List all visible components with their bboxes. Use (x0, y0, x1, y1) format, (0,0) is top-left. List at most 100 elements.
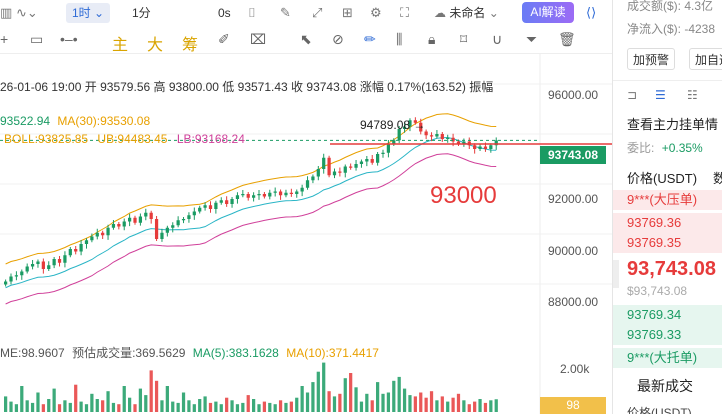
bid-row[interactable]: 93769.34 (613, 305, 722, 325)
candle (165, 227, 169, 233)
volume-bar (252, 399, 256, 412)
volume-ma5: MA(5):383.1628 (192, 346, 279, 360)
ma-info: 93522.94 MA(30):93530.08 (0, 114, 150, 128)
pencil-icon[interactable]: ✎ (280, 5, 291, 20)
candle-type-icon[interactable]: ▥ (0, 5, 13, 20)
fullscreen-icon[interactable]: ⛶ (400, 5, 410, 20)
pin-icon[interactable]: ⊐ (627, 88, 638, 102)
candle (402, 126, 407, 129)
candle (74, 249, 78, 252)
close-label: 收 (291, 80, 304, 94)
interval-selector[interactable]: 1时 ⌄ (66, 3, 111, 23)
filter-icon[interactable]: ⏷ (526, 31, 538, 47)
bid-row[interactable]: 93769.33 (613, 325, 722, 345)
volume-bar (370, 400, 374, 412)
volume-bar (429, 391, 434, 412)
volume-bar (230, 400, 234, 412)
candle (225, 200, 229, 204)
brush-icon[interactable]: ✏ (364, 31, 376, 47)
add-watchlist-button[interactable]: 加自选 (689, 48, 722, 70)
candle (278, 191, 283, 196)
ai-interpret-button[interactable]: AI解读 (522, 2, 574, 23)
candle (187, 215, 191, 219)
clear-icon[interactable]: ⌧ (250, 31, 267, 47)
list-icon[interactable]: ☰ (655, 88, 666, 102)
right-sidebar: 成交额($): 4.3亿 净流入($): -4238 加预警 加自选 ⊐ ☰ ☷… (612, 0, 722, 414)
volume-bar (235, 404, 240, 412)
volume-bar (192, 404, 196, 412)
ask-row[interactable]: 93769.35 (613, 233, 722, 253)
volume-bar (36, 392, 40, 412)
layout-selector[interactable]: ☁ 未命名 ⌄ (434, 3, 499, 23)
price-axis-label-3: 88000.00 (548, 295, 599, 309)
candle (149, 212, 153, 219)
chart-area[interactable]: 26-01-06 19:00 开 93579.56 高 93800.00 低 9… (0, 54, 612, 414)
volume-value: ME:98.9607 (0, 346, 65, 360)
bars-icon[interactable]: ⊞ (342, 5, 353, 20)
interval-1m-button[interactable]: 1分 (132, 6, 151, 20)
dot-line-icon[interactable]: •–• (60, 31, 78, 47)
cursor-icon[interactable]: ⬉ (300, 31, 312, 47)
candle (230, 199, 234, 204)
rectangle-icon[interactable]: ▭ (30, 31, 44, 47)
share-icon[interactable]: ⟨⟩ (586, 5, 597, 20)
lock-icon[interactable]: 🔒︎ (428, 31, 436, 47)
candle (365, 159, 369, 162)
collapse-handle[interactable] (613, 260, 619, 288)
ask-row[interactable]: 93769.36 (613, 213, 722, 233)
price-chart[interactable] (0, 54, 612, 414)
volume-bar (241, 402, 245, 412)
expand-icon[interactable]: ⤢ (312, 5, 323, 20)
big-bid-row[interactable]: 9***(大托单) (613, 348, 722, 368)
candle (300, 187, 304, 192)
candle (327, 157, 331, 176)
trash-icon[interactable]: 🗑︎ (558, 31, 576, 47)
price-column-header: 价格(USDT) (627, 171, 698, 186)
list-alt-icon[interactable]: ☷ (687, 88, 698, 102)
big-order-button[interactable]: 大 (147, 37, 164, 54)
volume-bar (456, 393, 461, 412)
volume-bar (219, 404, 223, 412)
chips-button[interactable]: 筹 (182, 37, 199, 54)
open-label: 开 (84, 80, 97, 94)
volume-bar (354, 387, 358, 412)
screenshot-icon[interactable]: ⌑ (460, 31, 468, 47)
high-value: 93800.00 (168, 80, 219, 94)
plus-icon[interactable]: + (0, 31, 9, 47)
candle (4, 281, 8, 285)
candle (133, 217, 137, 223)
view-main-orders-link[interactable]: 查看主力挂单情 (627, 117, 719, 132)
last-price: 93,743.08 (627, 258, 716, 280)
candle (295, 191, 299, 194)
volume-bar (25, 400, 29, 412)
camera-icon[interactable]: ⌷ (248, 5, 256, 20)
line-chart-icon[interactable]: ∿⌄ (16, 5, 38, 20)
current-volume-tag: 98 (540, 397, 606, 414)
candle (128, 217, 132, 222)
volume-bar (101, 400, 105, 412)
candle (370, 159, 374, 163)
candle (305, 180, 310, 188)
trade-price-header: 价格(USDT) (627, 406, 692, 414)
candle (235, 195, 240, 199)
candle (456, 141, 461, 144)
volume-bar (111, 402, 116, 412)
high-label: 高 (153, 80, 166, 94)
magnet-icon[interactable]: ∪ (492, 31, 503, 47)
candle (424, 131, 428, 136)
ma-line (5, 136, 497, 289)
volume-bar (473, 401, 477, 412)
gear-icon[interactable]: ⚙ (370, 5, 382, 20)
volume-bar (52, 388, 56, 412)
recent-trades-tab[interactable]: 最新成交 (637, 378, 693, 394)
ruler-icon[interactable]: ⊘ (332, 31, 344, 47)
add-alert-button[interactable]: 加预警 (627, 48, 676, 70)
main-force-button[interactable]: 主 (112, 37, 129, 54)
candle (419, 122, 423, 132)
candles-icon[interactable]: ⫼ (396, 31, 403, 47)
candle (160, 232, 164, 239)
big-ask-row[interactable]: 9***(大压单) (613, 190, 722, 210)
draw-tool-icon[interactable]: ✐ (218, 31, 230, 47)
volume-bar (4, 396, 8, 412)
forecast-volume: 预估成交量:369.5629 (72, 346, 186, 360)
